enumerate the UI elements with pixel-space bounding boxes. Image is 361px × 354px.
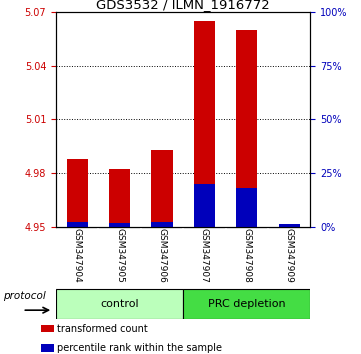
Text: GSM347905: GSM347905 [115, 228, 124, 283]
Bar [56, 289, 183, 319]
Bar [279, 225, 300, 227]
Title: GDS3532 / ILMN_1916772: GDS3532 / ILMN_1916772 [96, 0, 270, 11]
Bar [236, 30, 257, 227]
Text: GSM347907: GSM347907 [200, 228, 209, 283]
Text: GSM347904: GSM347904 [73, 228, 82, 283]
Bar [183, 289, 310, 319]
Bar [236, 188, 257, 227]
Text: control: control [100, 298, 139, 309]
Text: PRC depletion: PRC depletion [208, 298, 286, 309]
Text: GSM347909: GSM347909 [285, 228, 294, 283]
Bar [194, 21, 215, 227]
Bar [279, 224, 300, 227]
Bar [41, 325, 54, 332]
Bar [41, 344, 54, 352]
Bar [151, 222, 173, 227]
Text: GSM347908: GSM347908 [242, 228, 251, 283]
Bar [66, 159, 88, 227]
Bar [194, 184, 215, 227]
Text: percentile rank within the sample: percentile rank within the sample [57, 343, 222, 353]
Text: protocol: protocol [3, 291, 45, 301]
Bar [109, 223, 130, 227]
Bar [66, 222, 88, 227]
Bar [109, 170, 130, 227]
Text: GSM347906: GSM347906 [157, 228, 166, 283]
Text: transformed count: transformed count [57, 324, 148, 333]
Bar [151, 150, 173, 227]
